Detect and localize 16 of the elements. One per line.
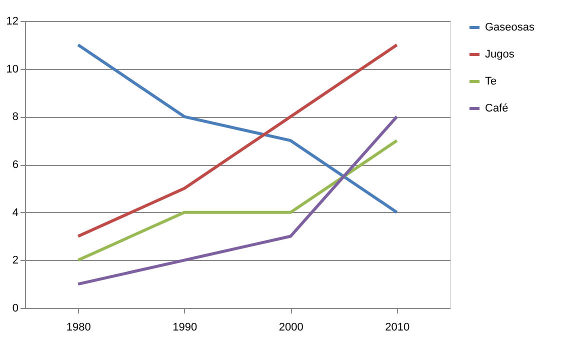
- y-tick-label: 6: [12, 159, 18, 171]
- x-tick-label: 2000: [278, 322, 304, 334]
- y-tick-label: 10: [6, 63, 18, 76]
- x-tick-label: 1990: [172, 322, 198, 334]
- legend-label: Gaseosas: [485, 22, 536, 34]
- y-tick-label: 2: [12, 254, 18, 267]
- x-tick-label: 1980: [66, 322, 91, 334]
- legend-label: Jugos: [485, 48, 515, 60]
- y-tick-label: 12: [6, 16, 18, 28]
- legend-label: Te: [485, 76, 497, 88]
- y-tick-label: 4: [12, 206, 18, 219]
- line-series: [76, 115, 398, 286]
- x-tick-label: 2010: [385, 322, 410, 334]
- legend-label: Café: [485, 102, 508, 114]
- y-tick-label: 0: [12, 302, 18, 314]
- y-tick-label: 8: [12, 111, 18, 124]
